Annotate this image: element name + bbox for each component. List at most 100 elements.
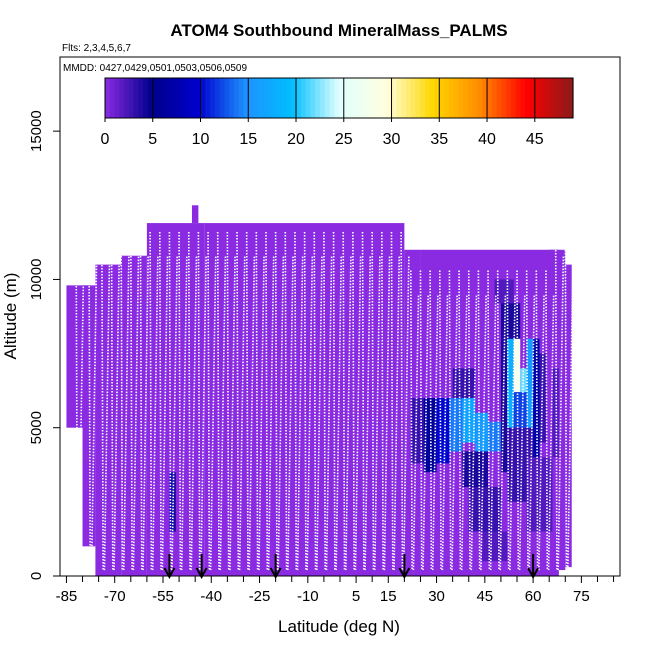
colorbar-segment	[219, 78, 225, 118]
heatmap-cell-18	[533, 338, 540, 458]
colorbar-segment	[448, 78, 455, 118]
x-tick-label: 60	[525, 588, 542, 605]
flight-track-43	[496, 270, 507, 571]
colorbar-segment	[506, 78, 512, 118]
colorbar-segment	[530, 78, 536, 118]
flight-track-45	[516, 270, 526, 571]
colorbar-segment	[520, 78, 526, 118]
heatmap-cell-12	[500, 338, 508, 473]
flight-track-34	[410, 270, 420, 571]
colorbar-segment	[310, 78, 316, 118]
colorbar-segment	[372, 78, 378, 118]
colorbar-segment	[510, 78, 517, 118]
x-tick-label: -85	[56, 588, 78, 605]
flight-track-23	[303, 231, 314, 571]
x-tick-label: -10	[297, 588, 319, 605]
dates-subtitle: MMDD: 0427,0429,0501,0503,0506,0509	[63, 63, 247, 74]
colorbar-tick-label: 35	[430, 131, 448, 148]
colorbar-segment	[549, 78, 555, 118]
heatmap-cell-2	[410, 398, 424, 464]
heatmap-cell-4	[436, 398, 450, 464]
flight-track-9	[168, 231, 178, 571]
flight-track-47	[535, 270, 545, 571]
heatmap-cell-5	[449, 398, 463, 452]
arrow-marker-1	[195, 554, 208, 580]
colorbar-segment	[152, 78, 159, 118]
colorbar-segment	[286, 78, 292, 118]
colorbar-segment	[367, 78, 374, 118]
colorbar-tick-label: 20	[287, 131, 305, 148]
colorbar-segment	[515, 78, 522, 118]
colorbar-segment	[181, 78, 187, 118]
flight-track-1	[88, 231, 98, 571]
colorbar-segment	[224, 78, 230, 118]
colorbar-segment	[487, 78, 493, 118]
x-axis-label: Latitude (deg N)	[278, 617, 400, 636]
colorbar-segment	[214, 78, 221, 118]
heatmap-cell-0	[169, 472, 173, 532]
chart-title: ATOM4 Southbound MineralMass_PALMS	[170, 21, 507, 40]
colorbar-segment	[353, 78, 359, 118]
heatmap-cell-13	[507, 338, 514, 428]
x-tick-label: -40	[200, 588, 222, 605]
flight-track-21	[284, 231, 294, 571]
colorbar-segment	[420, 78, 426, 118]
colorbar-segment	[343, 78, 350, 118]
colorbar-segment	[463, 78, 469, 118]
colorbar-segment	[381, 78, 388, 118]
flight-track-42	[487, 270, 497, 571]
colorbar-segment	[171, 78, 178, 118]
colorbar-segment	[253, 78, 259, 118]
y-tick-label: 10000	[28, 259, 45, 301]
colorbar-segment	[128, 78, 135, 118]
flight-track-33	[400, 231, 410, 571]
flight-track-13	[207, 231, 217, 571]
colorbar-segment	[262, 78, 268, 118]
flight-track-50	[564, 231, 574, 571]
colorbar-segment	[296, 78, 302, 118]
colorbar-segment	[410, 78, 417, 118]
x-tick-label: 75	[573, 588, 590, 605]
colorbar-segment	[233, 78, 240, 118]
x-tick-label: 15	[380, 588, 397, 605]
flight-track-14	[216, 231, 227, 571]
colorbar-segment	[243, 78, 249, 118]
colorbar-segment	[300, 78, 307, 118]
colorbar-segment	[544, 78, 550, 118]
flight-track-36	[429, 270, 439, 571]
heatmap-cell-7	[475, 412, 489, 452]
colorbar-segment	[501, 78, 507, 118]
flight-track-40	[467, 270, 478, 571]
colorbar-segment	[272, 78, 278, 118]
colorbar-tick-label: 25	[335, 131, 353, 148]
flight-track-25	[323, 231, 333, 571]
colorbar-segment	[167, 78, 173, 118]
flight-track-46	[525, 270, 536, 571]
flight-track-38	[448, 270, 458, 571]
flight-track-10	[178, 231, 188, 571]
heatmap-cell-17	[513, 392, 527, 428]
flight-track-7	[149, 231, 159, 571]
colorbar-segment	[334, 78, 340, 118]
colorbar-segment	[324, 78, 331, 118]
colorbar-segment	[210, 78, 216, 118]
flight-track-5	[130, 231, 140, 571]
colorbar-segment	[362, 78, 369, 118]
colorbar-segment	[563, 78, 569, 118]
colorbar-segment	[467, 78, 474, 118]
colorbar-segment	[248, 78, 254, 118]
y-axis-label: Altitude (m)	[1, 273, 20, 360]
flight-track-6	[139, 231, 149, 571]
colorbar-segment	[415, 78, 421, 118]
heatmap-cell-8	[488, 421, 501, 452]
colorbar-segment	[401, 78, 407, 118]
x-tick-label: -25	[249, 588, 271, 605]
flight-track-49	[554, 231, 565, 571]
colorbar-segment	[133, 78, 140, 118]
colorbar-segment	[319, 78, 326, 118]
flight-track-22	[294, 231, 304, 571]
x-tick-label: 45	[476, 588, 493, 605]
colorbar-segment	[276, 78, 283, 118]
colorbar-segment	[358, 78, 364, 118]
